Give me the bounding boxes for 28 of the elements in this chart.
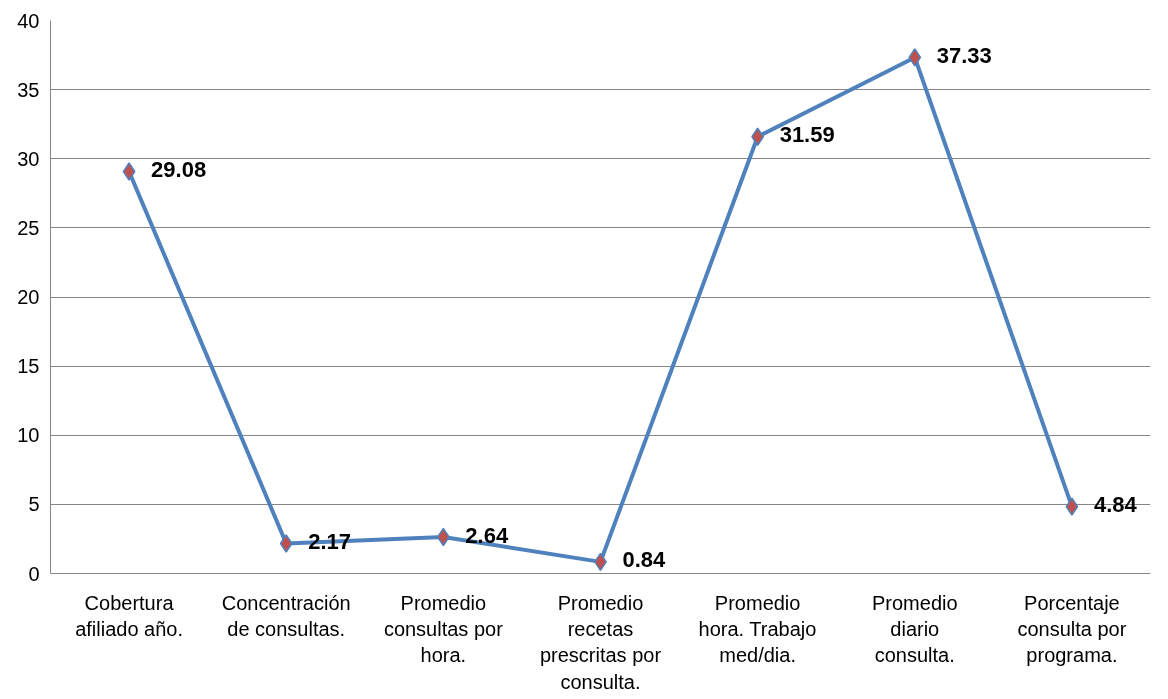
data-label: 2.64 bbox=[465, 522, 509, 548]
data-label: 0.84 bbox=[622, 547, 667, 573]
y-tick-label: 5 bbox=[28, 493, 40, 516]
point bbox=[1065, 497, 1079, 516]
data-label: 29.08 bbox=[151, 156, 207, 182]
x-tick-label: Porcentaje consulta por programa. bbox=[1017, 591, 1127, 667]
point bbox=[122, 162, 136, 181]
data-label: 31.59 bbox=[779, 122, 835, 148]
x-tick-label: Promedio recetas prescritas por consulta. bbox=[539, 591, 662, 693]
point bbox=[436, 527, 450, 547]
y-tick-label: 20 bbox=[17, 286, 40, 308]
x-tick-label: Promedio consultas por hora. bbox=[383, 591, 504, 667]
y-tick-label: 15 bbox=[17, 355, 40, 378]
data-label: 4.84 bbox=[1093, 492, 1138, 518]
y-tick-label: 25 bbox=[17, 216, 40, 239]
x-tick-label: Concentración de consultas. bbox=[221, 591, 351, 640]
point bbox=[908, 48, 922, 67]
y-tick-label: 10 bbox=[17, 424, 40, 447]
y-tick-label: 30 bbox=[17, 147, 40, 170]
x-tick-label: Promedio hora. Trabajo med/dia. bbox=[698, 591, 817, 667]
point bbox=[751, 127, 765, 147]
x-tick-label: Promedio diario consulta. bbox=[871, 591, 958, 667]
y-tick-label: 35 bbox=[17, 78, 40, 101]
y-tick-label: 0 bbox=[28, 562, 40, 585]
data-label: 37.33 bbox=[936, 42, 992, 68]
y-tick-label: 40 bbox=[17, 9, 40, 32]
x-tick-label: Cobertura afiliado año. bbox=[75, 591, 184, 640]
point bbox=[279, 534, 293, 553]
